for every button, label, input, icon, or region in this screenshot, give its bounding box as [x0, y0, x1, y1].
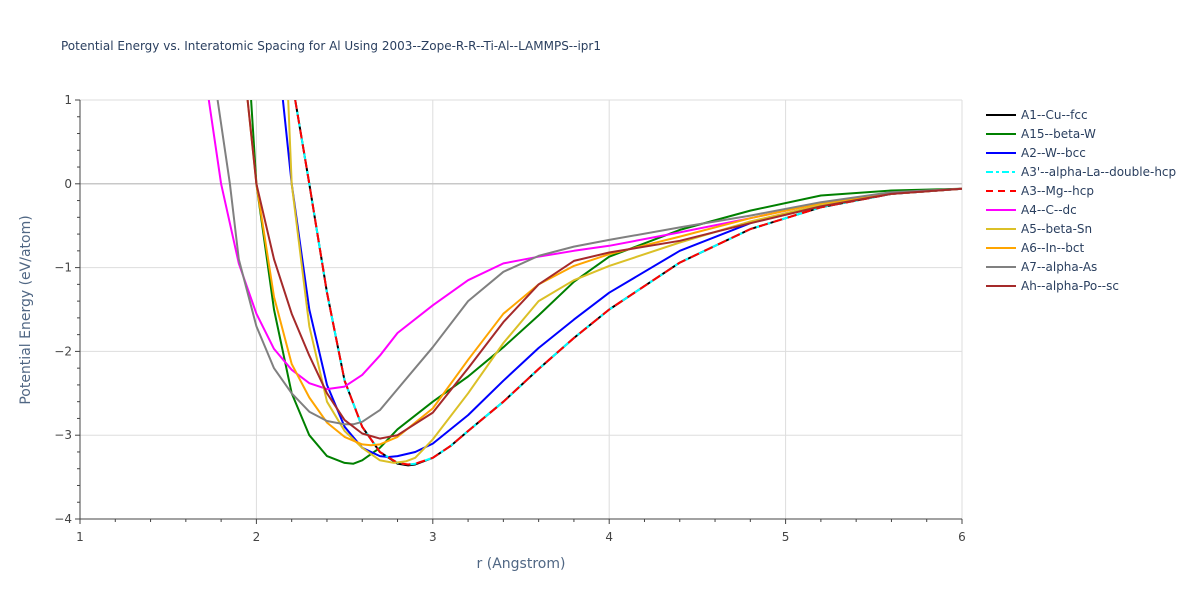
series-line-1[interactable] — [250, 100, 962, 465]
legend-label: A7--alpha-As — [1021, 260, 1097, 274]
series-line-4[interactable] — [294, 100, 962, 466]
legend-item-5[interactable]: A4--C--dc — [986, 203, 1077, 217]
x-tick-label: 6 — [958, 530, 966, 544]
legend-item-9[interactable]: Ah--alpha-Po--sc — [986, 279, 1119, 293]
y-axis-title: Potential Energy (eV/atom) — [18, 215, 34, 404]
y-tick-label: −3 — [54, 428, 72, 442]
y-tick-label: −1 — [54, 261, 72, 275]
x-tick-label: 2 — [253, 530, 261, 544]
legend[interactable]: A1--Cu--fcc A15--beta-W A2--W--bcc A3'--alp… — [986, 108, 1176, 293]
legend-label: A4--C--dc — [1021, 203, 1077, 217]
legend-label: A5--beta-Sn — [1021, 222, 1092, 236]
y-tick-label: 1 — [64, 93, 72, 107]
legend-item-1[interactable]: A15--beta-W — [986, 127, 1096, 141]
legend-label: A3--Mg--hcp — [1021, 184, 1094, 198]
legend-item-7[interactable]: A6--In--bct — [986, 241, 1085, 255]
legend-label: Ah--alpha-Po--sc — [1021, 279, 1119, 293]
series-line-2[interactable] — [281, 100, 962, 458]
y-tick-label: −2 — [54, 344, 72, 358]
series-line-9[interactable] — [246, 100, 962, 440]
series-line-8[interactable] — [216, 100, 962, 426]
plot-area — [207, 100, 962, 467]
legend-item-4[interactable]: A3--Mg--hcp — [986, 184, 1094, 198]
legend-label: A3'--alpha-La--double-hcp — [1021, 165, 1176, 179]
y-tick-label: −4 — [54, 512, 72, 526]
legend-item-3[interactable]: A3'--alpha-La--double-hcp — [986, 165, 1176, 179]
axes: 1 2 3 4 5 6 1 0 −1 −2 −3 −4 — [54, 93, 966, 544]
legend-label: A15--beta-W — [1021, 127, 1096, 141]
x-tick-label: 5 — [782, 530, 790, 544]
x-tick-label: 3 — [429, 530, 437, 544]
x-tick-label: 4 — [605, 530, 613, 544]
legend-label: A1--Cu--fcc — [1021, 108, 1088, 122]
legend-item-6[interactable]: A5--beta-Sn — [986, 222, 1092, 236]
chart-title: Potential Energy vs. Interatomic Spacing… — [61, 39, 601, 53]
x-tick-label: 1 — [76, 530, 84, 544]
series-line-5[interactable] — [207, 100, 962, 391]
legend-label: A2--W--bcc — [1021, 146, 1086, 160]
legend-label: A6--In--bct — [1021, 241, 1085, 255]
legend-item-2[interactable]: A2--W--bcc — [986, 146, 1086, 160]
legend-item-0[interactable]: A1--Cu--fcc — [986, 108, 1088, 122]
legend-item-8[interactable]: A7--alpha-As — [986, 260, 1097, 274]
series-line-7[interactable] — [246, 100, 962, 447]
y-tick-label: 0 — [64, 177, 72, 191]
x-axis-title: r (Angstrom) — [477, 556, 566, 572]
